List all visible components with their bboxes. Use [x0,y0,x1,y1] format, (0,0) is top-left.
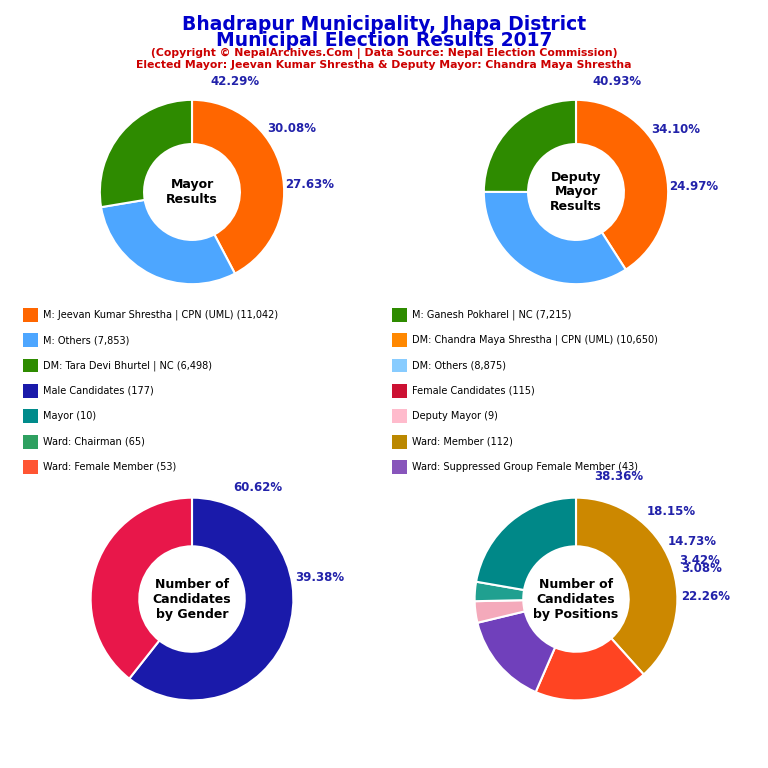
Wedge shape [100,100,192,207]
Wedge shape [91,498,192,679]
Text: 42.29%: 42.29% [210,75,259,88]
Text: M: Jeevan Kumar Shrestha | CPN (UML) (11,042): M: Jeevan Kumar Shrestha | CPN (UML) (11… [43,310,278,320]
Text: 60.62%: 60.62% [233,481,282,494]
Text: Municipal Election Results 2017: Municipal Election Results 2017 [216,31,552,50]
Text: Elected Mayor: Jeevan Kumar Shrestha & Deputy Mayor: Chandra Maya Shrestha: Elected Mayor: Jeevan Kumar Shrestha & D… [136,60,632,70]
Text: Bhadrapur Municipality, Jhapa District: Bhadrapur Municipality, Jhapa District [182,15,586,35]
Text: 3.08%: 3.08% [681,561,723,574]
Text: DM: Others (8,875): DM: Others (8,875) [412,360,505,371]
Wedge shape [576,498,677,674]
Text: 34.10%: 34.10% [651,123,700,136]
Wedge shape [475,581,524,601]
Text: 38.36%: 38.36% [594,470,643,483]
Text: Male Candidates (177): Male Candidates (177) [43,386,154,396]
Text: Ward: Female Member (53): Ward: Female Member (53) [43,462,177,472]
Text: Ward: Chairman (65): Ward: Chairman (65) [43,436,145,447]
Text: 24.97%: 24.97% [669,180,718,194]
Wedge shape [475,600,525,623]
Wedge shape [101,200,235,284]
Text: DM: Tara Devi Bhurtel | NC (6,498): DM: Tara Devi Bhurtel | NC (6,498) [43,360,212,371]
Wedge shape [576,100,668,270]
Text: Mayor
Results: Mayor Results [166,178,218,206]
Wedge shape [484,192,626,284]
Text: Deputy Mayor (9): Deputy Mayor (9) [412,411,498,422]
Text: (Copyright © NepalArchives.Com | Data Source: Nepal Election Commission): (Copyright © NepalArchives.Com | Data So… [151,48,617,58]
Text: 39.38%: 39.38% [296,571,345,584]
Text: 30.08%: 30.08% [266,122,316,135]
Text: 22.26%: 22.26% [681,590,730,603]
Text: 3.42%: 3.42% [680,554,720,568]
Text: DM: Chandra Maya Shrestha | CPN (UML) (10,650): DM: Chandra Maya Shrestha | CPN (UML) (1… [412,335,657,346]
Wedge shape [484,100,576,192]
Text: Deputy
Mayor
Results: Deputy Mayor Results [550,170,602,214]
Text: M: Ganesh Pokharel | NC (7,215): M: Ganesh Pokharel | NC (7,215) [412,310,571,320]
Text: Ward: Suppressed Group Female Member (43): Ward: Suppressed Group Female Member (43… [412,462,637,472]
Wedge shape [476,498,576,590]
Text: Number of
Candidates
by Positions: Number of Candidates by Positions [533,578,619,621]
Wedge shape [129,498,293,700]
Text: 18.15%: 18.15% [647,505,696,518]
Text: Mayor (10): Mayor (10) [43,411,96,422]
Text: 27.63%: 27.63% [285,177,334,190]
Wedge shape [536,638,644,700]
Wedge shape [192,100,284,273]
Text: M: Others (7,853): M: Others (7,853) [43,335,129,346]
Text: Number of
Candidates
by Gender: Number of Candidates by Gender [153,578,231,621]
Text: 40.93%: 40.93% [593,75,642,88]
Wedge shape [478,611,555,692]
Text: Ward: Member (112): Ward: Member (112) [412,436,512,447]
Text: 14.73%: 14.73% [668,535,717,548]
Text: Female Candidates (115): Female Candidates (115) [412,386,535,396]
